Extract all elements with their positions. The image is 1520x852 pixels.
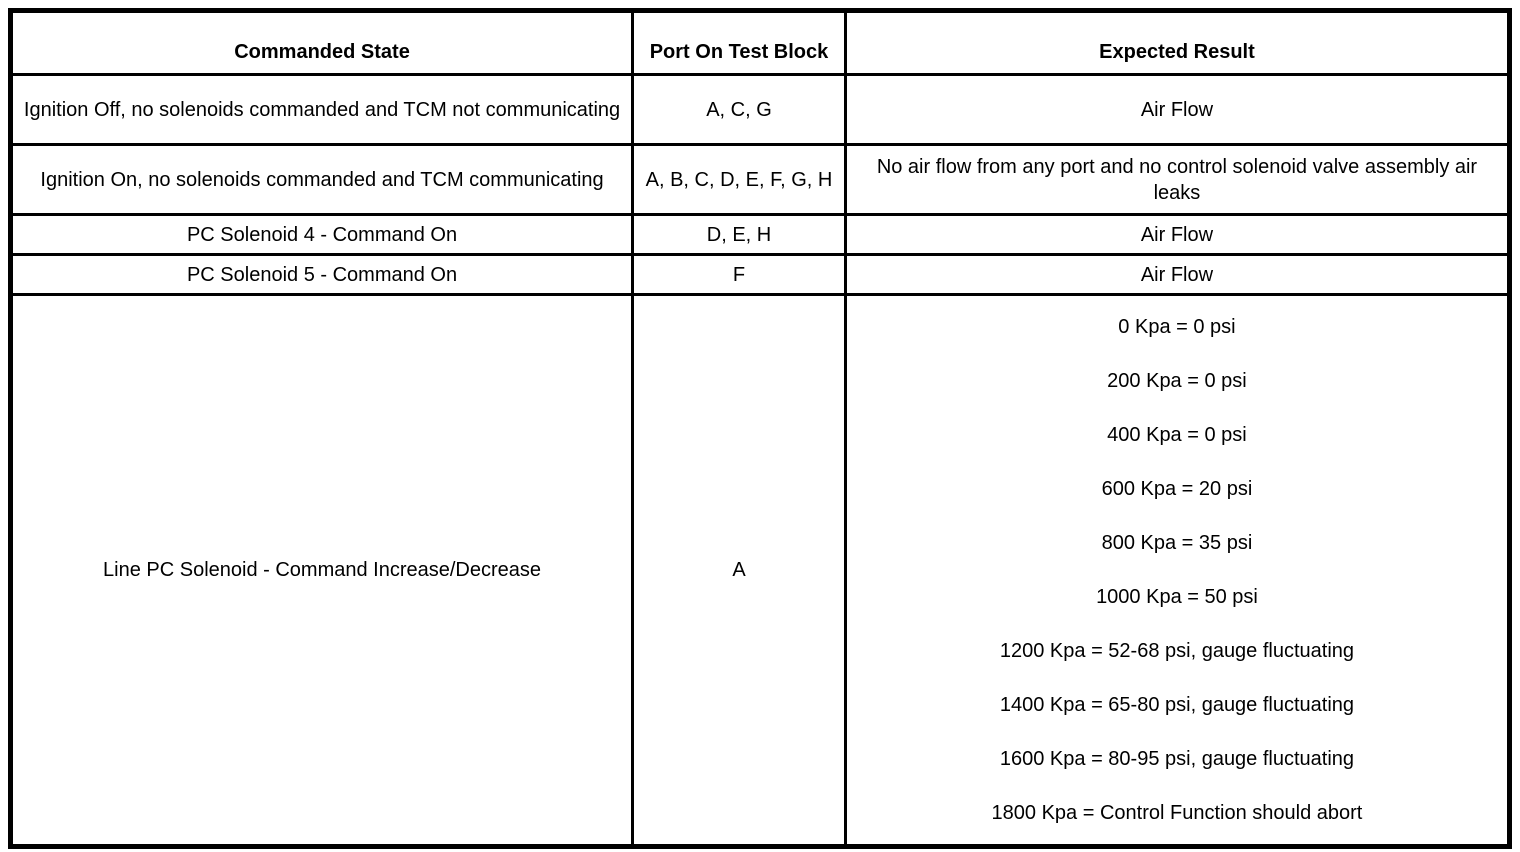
pressure-result-line: 1800 Kpa = Control Function should abort (991, 802, 1363, 824)
cell-commanded-state: PC Solenoid 5 - Command On (8, 253, 635, 296)
pressure-result-line: 200 Kpa = 0 psi (1107, 370, 1247, 392)
cell-expected-result: Air Flow (843, 73, 1512, 146)
table-row: PC Solenoid 4 - Command On D, E, H Air F… (8, 213, 1512, 256)
cell-expected-result: Air Flow (843, 213, 1512, 256)
cell-expected-result: 0 Kpa = 0 psi 200 Kpa = 0 psi 400 Kpa = … (843, 293, 1512, 848)
header-expected-result: Expected Result (843, 9, 1512, 76)
table-row: Line PC Solenoid - Command Increase/Decr… (8, 293, 1512, 848)
table-row: PC Solenoid 5 - Command On F Air Flow (8, 253, 1512, 296)
cell-commanded-state: PC Solenoid 4 - Command On (8, 213, 635, 256)
cell-commanded-state: Ignition Off, no solenoids commanded and… (8, 73, 635, 146)
pressure-result-line: 1200 Kpa = 52-68 psi, gauge fluctuating (999, 640, 1355, 662)
pressure-result-line: 600 Kpa = 20 psi (1101, 478, 1253, 500)
cell-port-on-test-block: D, E, H (631, 213, 847, 256)
table-header-row: Commanded State Port On Test Block Expec… (8, 9, 1512, 76)
pressure-result-line: 400 Kpa = 0 psi (1107, 424, 1247, 446)
pressure-result-line: 1000 Kpa = 50 psi (1096, 586, 1258, 608)
header-port-on-test-block: Port On Test Block (631, 9, 847, 76)
table-row: Ignition Off, no solenoids commanded and… (8, 73, 1512, 146)
header-commanded-state: Commanded State (8, 9, 635, 76)
cell-port-on-test-block: A (631, 293, 847, 848)
cell-expected-result: No air flow from any port and no control… (843, 143, 1512, 216)
cell-port-on-test-block: F (631, 253, 847, 296)
cell-expected-result: Air Flow (843, 253, 1512, 296)
pressure-result-line: 1400 Kpa = 65-80 psi, gauge fluctuating (999, 694, 1355, 716)
table-row: Ignition On, no solenoids commanded and … (8, 143, 1512, 216)
pressure-result-line: 800 Kpa = 35 psi (1101, 532, 1253, 554)
cell-port-on-test-block: A, C, G (631, 73, 847, 146)
cell-port-on-test-block: A, B, C, D, E, F, G, H (631, 143, 847, 216)
solenoid-test-table: Commanded State Port On Test Block Expec… (8, 8, 1512, 849)
cell-commanded-state: Ignition On, no solenoids commanded and … (8, 143, 635, 216)
cell-commanded-state: Line PC Solenoid - Command Increase/Decr… (8, 293, 635, 848)
pressure-result-line: 0 Kpa = 0 psi (1118, 316, 1236, 338)
pressure-result-line: 1600 Kpa = 80-95 psi, gauge fluctuating (999, 748, 1355, 770)
